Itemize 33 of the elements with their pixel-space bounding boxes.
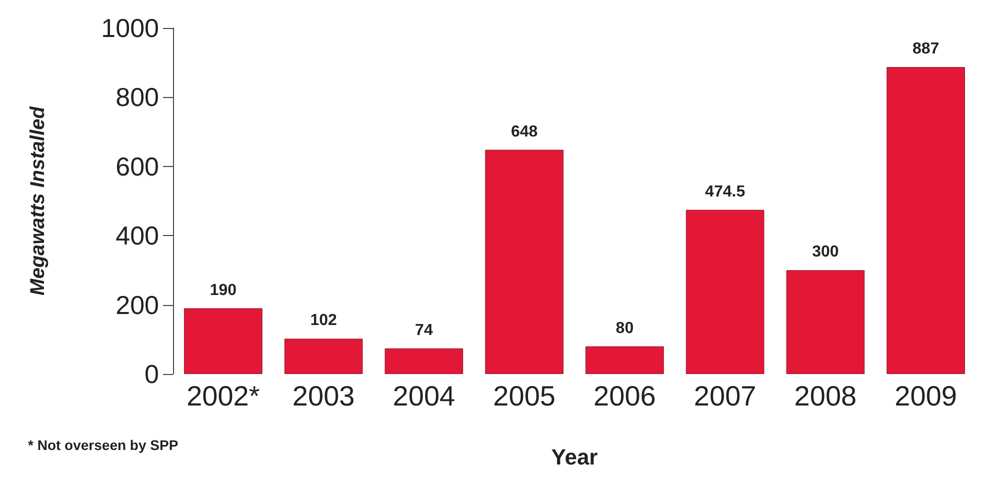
data-label: 190 [210,282,237,299]
x-axis-title: Year [551,444,598,470]
x-tick-label: 2005 [493,380,556,412]
y-axis-title: Megawatts Installed [27,106,49,296]
bar [786,270,865,374]
data-label: 474.5 [705,183,746,200]
x-tick-label: 2003 [292,380,355,412]
bar [384,348,464,374]
y-tick-label: 0 [144,359,159,389]
bar [686,210,764,374]
x-tick-label: 2006 [594,380,656,412]
data-label: 74 [415,322,433,339]
data-label: 80 [616,320,634,337]
x-tick-label: 2004 [392,380,456,412]
data-label: 102 [310,312,338,330]
data-label: 887 [912,40,940,58]
x-tick-label: 2009 [894,380,957,412]
bar [284,338,363,374]
y-tick-label: 400 [116,220,159,251]
data-label: 300 [812,244,839,261]
x-tick-label: 2007 [694,380,756,412]
text: * Not overseen by SPP [28,437,178,453]
x-tick-label: 2008 [794,380,857,412]
bar [886,67,965,374]
y-tick-label: 600 [116,151,159,182]
bar [485,150,564,374]
y-tick-label: 200 [116,290,159,320]
y-tick-label: 1000 [101,13,159,43]
y-tick-label: 800 [116,82,159,112]
bar [586,346,664,374]
bar [184,308,262,374]
x-tick-label: 2002* [186,380,260,412]
data-label: 648 [510,123,538,140]
